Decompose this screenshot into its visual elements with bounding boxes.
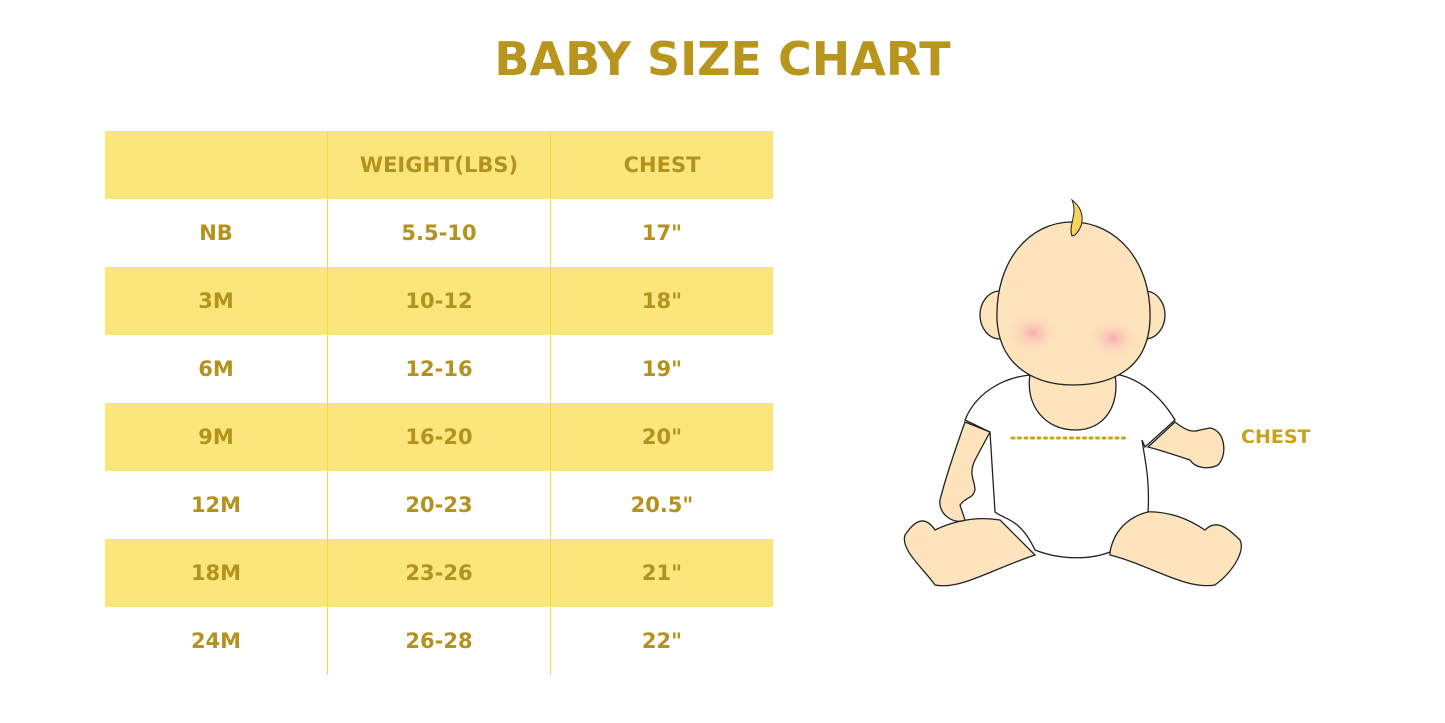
size-cell: NB [199, 221, 233, 245]
table-row: 24M 26-28 22" [105, 607, 773, 675]
size-cell: 12M [190, 493, 242, 517]
weight-cell: 23-26 [327, 539, 551, 607]
chest-cell: 17" [641, 221, 683, 245]
table-row: 18M 23-26 21" [105, 539, 773, 607]
chest-cell: 18" [550, 267, 773, 335]
table-row: 12M 20-23 20.5" [105, 471, 773, 539]
size-table: WEIGHT(LBS) CHEST NB 5.5-10 17" 3M 10-12 18"… [105, 131, 773, 675]
table-row: 6M 12-16 19" [105, 335, 773, 403]
hair-curl [1070, 198, 1083, 237]
weight-cell: 26-28 [327, 607, 551, 675]
right-arm [1146, 421, 1225, 469]
table-row: NB 5.5-10 17" [105, 199, 773, 267]
chest-cell: 19" [641, 357, 683, 381]
page-title: BABY SIZE CHART [494, 32, 951, 86]
header-cell: WEIGHT(LBS) [327, 131, 551, 199]
size-cell: 6M [198, 357, 234, 381]
weight-cell: 10-12 [327, 267, 551, 335]
chest-cell: 20" [550, 403, 773, 471]
table-row: 9M 16-20 20" [105, 403, 773, 471]
size-cell: 24M [190, 629, 242, 653]
chest-label: CHEST [1241, 426, 1311, 448]
chest-cell: 22" [641, 629, 683, 653]
weight-cell: 12-16 [327, 335, 551, 403]
right-cheek [1085, 316, 1141, 360]
weight-cell: 20-23 [327, 471, 551, 539]
header-cell [105, 131, 328, 199]
size-cell: 18M [105, 539, 328, 607]
weight-cell: 5.5-10 [327, 199, 551, 267]
left-arm [939, 421, 991, 522]
size-cell: 9M [105, 403, 328, 471]
chest-cell: 21" [550, 539, 773, 607]
right-leg [1109, 511, 1242, 587]
weight-cell: 16-20 [327, 403, 551, 471]
onesie [964, 374, 1176, 559]
head [996, 221, 1151, 386]
chest-cell: 20.5" [630, 493, 694, 517]
size-cell: 3M [105, 267, 328, 335]
left-leg [903, 518, 1037, 587]
left-cheek [1005, 311, 1061, 355]
neck [1028, 374, 1117, 431]
header-cell: CHEST [550, 131, 773, 199]
table-row: 3M 10-12 18" [105, 267, 773, 335]
table-header-row: WEIGHT(LBS) CHEST [105, 131, 773, 199]
